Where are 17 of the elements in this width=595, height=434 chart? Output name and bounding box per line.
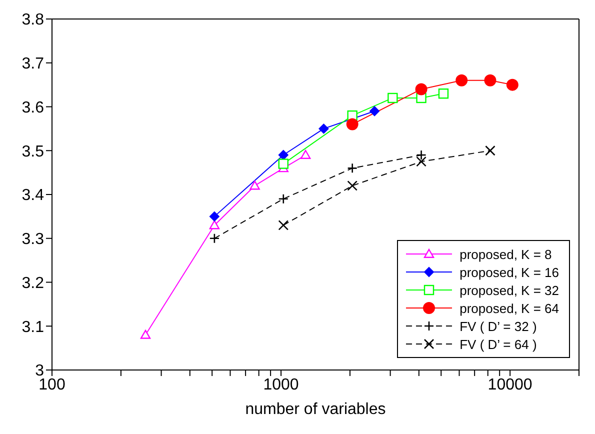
legend-label: proposed, K = 16: [460, 264, 559, 280]
y-tick-label: 3.4: [22, 187, 44, 204]
legend-label: FV ( D’ = 64 ): [460, 336, 537, 352]
y-tick-label: 3.5: [22, 143, 44, 160]
y-tick-label: 3.8: [22, 12, 44, 29]
y-tick-label: 3.2: [22, 274, 44, 292]
x-tick-label: 1000: [263, 376, 299, 394]
x-axis-title: number of variables: [245, 401, 386, 418]
y-tick-label: 3.3: [22, 231, 44, 248]
legend-label: proposed, K = 32: [460, 282, 559, 298]
legend-label: proposed, K = 8: [460, 246, 552, 262]
legend-label: FV ( D’ = 32 ): [460, 318, 537, 334]
x-tick-label: 10000: [488, 376, 532, 394]
y-tick-label: 3.6: [22, 99, 44, 116]
y-tick-label: 3.1: [22, 318, 44, 336]
legend-label: proposed, K = 64: [460, 300, 559, 316]
y-tick-label: 3.7: [22, 56, 44, 73]
